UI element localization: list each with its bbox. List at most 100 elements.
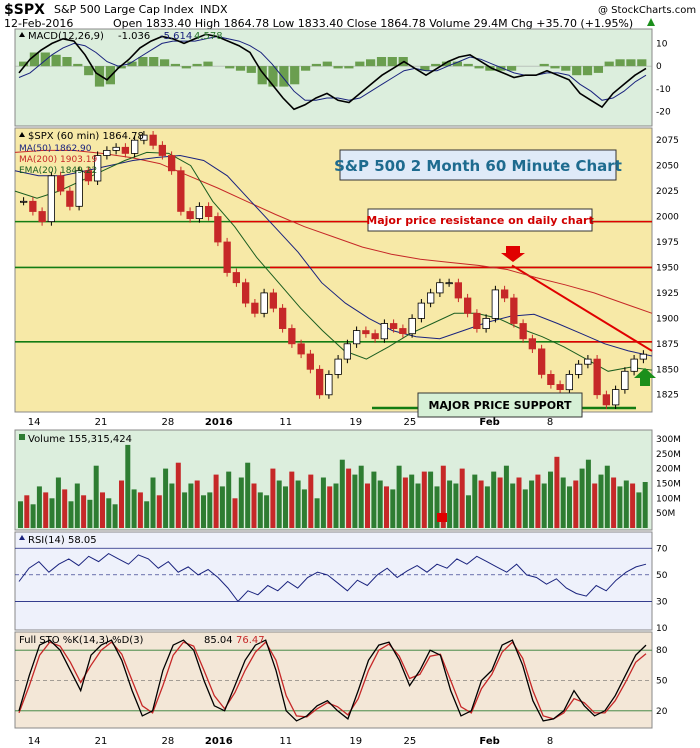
price-candle [241,282,250,304]
price-candle [454,282,463,299]
price-candle [380,323,389,340]
rsi-legend: RSI(14) 58.05 [19,535,97,546]
macd-histogram-bar [268,66,278,87]
volume-bar [201,495,206,528]
y-tick-label: 1950 [656,264,679,274]
volume-bar [503,465,509,528]
price-candle [436,282,444,294]
macd-legend: MACD(12,26,9) -1.036 -5.614 4.578 [19,31,223,42]
macd-histogram-bar [550,66,560,69]
price-candle [195,205,204,219]
y-tick-label: 50M [656,509,675,519]
price-candle [47,175,55,223]
volume-bar [43,492,49,528]
volume-bar [194,480,200,528]
volume-bar [207,492,213,528]
price-title: $SPX (60 min) 1864.78 [28,131,144,142]
y-tick-label: 2025 [656,187,679,197]
price-candle [29,200,37,212]
x-axis: 14 14 21 21 28 28 2016 2016 11 11 19 19 25 25 Feb Feb 8 8 [28,417,554,747]
price-candle [140,134,148,141]
symbol-name: S&P 500 Large Cap Index [54,3,194,16]
x-tick-label: 8 [547,736,553,747]
volume-plot: 300M 250M 200M 150M 100M 50M [18,435,681,529]
price-candle [500,289,509,299]
volume-bar [567,486,572,528]
volume-bar [447,480,453,528]
volume-bar [636,492,642,528]
macd-histogram-bar [507,66,517,71]
price-candle [66,190,74,207]
y-tick-label: 1900 [656,314,679,324]
y-tick-label: 250M [656,450,681,460]
volume-bar [283,486,288,528]
volume-bar [604,465,610,528]
volume-bar [497,477,503,528]
macd-histogram-bar [376,57,387,67]
y-tick-label: 50 [656,571,668,581]
price-candle [519,323,527,340]
volume-bar [232,498,238,528]
price-candle [491,289,500,319]
price-candle [306,353,315,370]
price-candle [260,292,268,314]
volume-bar [472,474,478,528]
volume-bar [459,468,465,528]
x-tick-label: 25 [404,736,417,747]
price-candle [158,144,167,156]
price-candle [75,170,83,207]
macd-signal-value: -5.614 [160,31,192,42]
macd-histogram-bar [225,66,235,69]
macd-histogram-bar [116,66,126,69]
macd-histogram-bar [626,59,636,67]
downtrend-line [511,264,653,352]
sto-plot: 80 50 20 [15,639,668,722]
macd-histogram-bar [51,54,61,67]
y-tick-label: 1925 [656,289,679,299]
x-tick-label: 11 [279,417,292,428]
macd-histogram-bar [127,61,137,67]
y-tick-label: 1850 [656,365,679,375]
price-candle [325,373,333,396]
y-tick-label: 200M [656,465,681,475]
price-candle [103,149,111,156]
volume-bar [384,486,389,528]
volume-bar [264,495,270,528]
down-arrow-icon [501,246,525,262]
macd-histogram-bar [604,61,614,67]
volume-bar [630,483,636,528]
price-candle [269,292,278,309]
ma200-line [14,149,653,314]
volume-bar [409,474,415,528]
volume-bar [144,501,150,528]
volume-bar [119,480,124,528]
volume-bar [327,486,333,528]
volume-bar [219,486,225,528]
volume-bar [49,498,55,528]
price-candle [112,146,120,151]
rsi-panel [14,531,653,631]
x-tick-label: 11 [279,736,292,747]
volume-bar [585,459,591,528]
volume-bar [415,483,421,528]
up-arrow-icon [634,368,656,386]
macd-histogram-bar [615,59,625,67]
volume-bar [131,489,137,528]
macd-histogram-bar [441,61,452,67]
macd-title: MACD(12,26,9) [28,31,104,42]
volume-bar [55,477,61,528]
volume-bar [251,483,257,528]
price-candle [57,175,65,192]
x-tick-label: 19 [349,417,362,428]
volume-bar [36,486,42,528]
price-candle [223,241,231,273]
macd-histogram-bar [333,66,343,69]
ema20-legend: EMA(20) 1849.22 [19,166,97,176]
ema20-line [14,151,653,372]
sto-panel [14,631,653,729]
ma50-legend: MA(50) 1862.90 [19,144,92,154]
price-candle [94,155,102,182]
price-candle [482,317,490,329]
price-candle [602,394,610,406]
